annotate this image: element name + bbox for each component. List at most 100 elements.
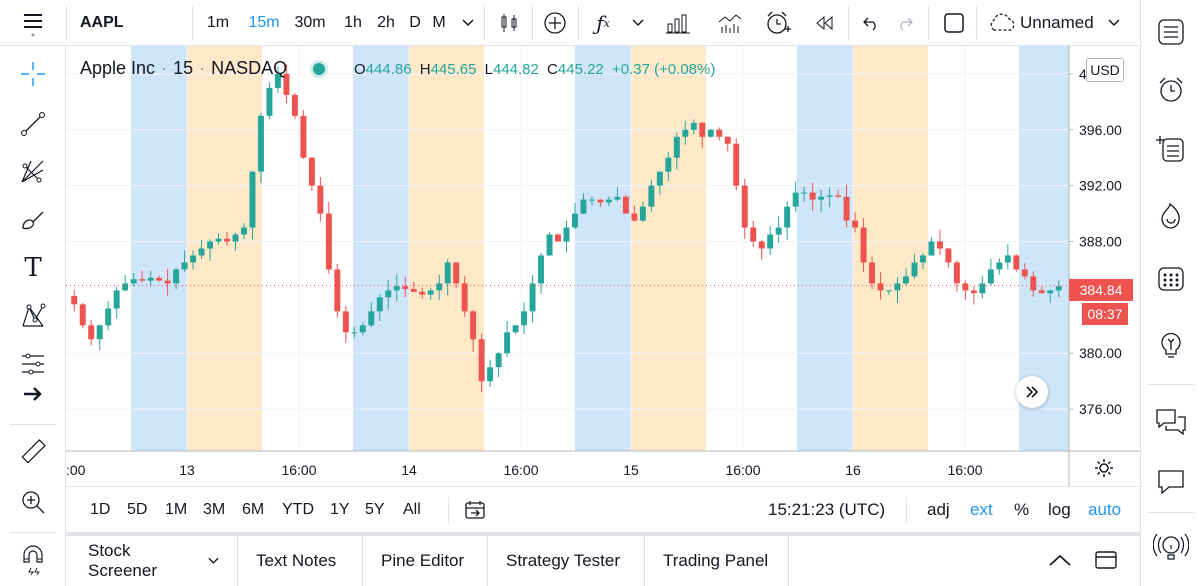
candle-body (622, 196, 629, 214)
financials-icon[interactable] (658, 0, 698, 46)
candle-body (529, 283, 536, 312)
right-widget-bar (1140, 0, 1200, 586)
watchlist-icon[interactable] (1145, 6, 1197, 58)
legend-symbol-name[interactable]: Apple Inc (80, 58, 156, 78)
collapse-panel-chevron-up-icon[interactable] (1048, 550, 1072, 570)
calendar-icon[interactable] (1145, 252, 1197, 304)
double-chevron-right-icon (1026, 386, 1039, 398)
candle-body (894, 283, 901, 291)
symbol-search[interactable]: AAPL (80, 14, 124, 31)
range-3m[interactable]: 3M (203, 501, 226, 518)
hotlists-flame-icon[interactable] (1145, 190, 1197, 242)
trend-line-icon[interactable] (8, 102, 58, 146)
layout-dropdown-icon[interactable] (1104, 0, 1124, 46)
chart-settings-gear-icon[interactable] (1092, 456, 1116, 480)
goto-date-icon[interactable] (464, 487, 486, 533)
adj-toggle[interactable]: adj (927, 500, 950, 519)
text-tool-icon[interactable]: T (24, 253, 42, 283)
chart-pane[interactable]: 400.00396.00392.00388.00380.00376.00:001… (66, 46, 1140, 486)
interval-1h[interactable]: 1h (344, 14, 362, 31)
range-1m[interactable]: 1M (165, 501, 188, 518)
market-status-dot-icon[interactable] (313, 62, 326, 75)
candle-body (376, 297, 383, 312)
candle-body (572, 213, 578, 228)
log-toggle[interactable]: log (1048, 500, 1071, 519)
magnet-icon[interactable] (8, 538, 58, 582)
indicators-dropdown-icon[interactable] (628, 0, 648, 46)
candle-body (521, 311, 528, 326)
range-5y[interactable]: 5Y (365, 501, 385, 518)
menu-icon[interactable] (0, 0, 66, 46)
tab-pine-editor[interactable]: Pine Editor (363, 536, 488, 586)
candle-body (682, 129, 689, 137)
templates-icon[interactable] (710, 0, 750, 46)
interval-15m[interactable]: 15m (248, 14, 280, 31)
compare-add-icon[interactable] (538, 0, 572, 46)
zoom-in-icon[interactable] (8, 480, 58, 524)
open-label: O (354, 61, 366, 78)
auto-toggle[interactable]: auto (1088, 500, 1122, 519)
candle-body (936, 241, 943, 249)
candle-body (869, 262, 876, 284)
range-ytd[interactable]: YTD (282, 501, 314, 518)
candle-body (266, 87, 273, 116)
help-broadcast-icon[interactable] (1145, 522, 1197, 574)
price-chart[interactable]: 400.00396.00392.00388.00380.00376.00:001… (66, 46, 1140, 486)
candle-body (758, 241, 765, 249)
prediction-measure-icon[interactable] (8, 342, 58, 386)
currency-button[interactable]: USD (1086, 58, 1124, 82)
time-axis-label: 13 (179, 462, 195, 478)
chats-icon[interactable] (1145, 396, 1197, 448)
time-axis-label: 16:00 (725, 462, 760, 478)
messages-icon[interactable] (1145, 456, 1197, 508)
premarket-band (131, 46, 187, 451)
tab-stock-screener[interactable]: Stock Screener (70, 536, 238, 586)
tab-text-notes[interactable]: Text Notes (238, 536, 363, 586)
interval-30m[interactable]: 30m (294, 14, 326, 31)
percent-toggle[interactable]: % (1014, 500, 1030, 519)
range-6m[interactable]: 6M (242, 501, 265, 518)
ideas-lightbulb-icon[interactable] (1145, 318, 1197, 370)
crosshair-icon[interactable] (8, 52, 58, 96)
fullscreen-icon[interactable] (938, 0, 970, 46)
data-window-icon[interactable] (1145, 122, 1197, 174)
candle-body (308, 157, 315, 186)
candle-body (563, 227, 570, 242)
interval-M[interactable]: M (432, 14, 446, 31)
interval-1m[interactable]: 1m (206, 14, 230, 31)
interval-D[interactable]: D (409, 14, 421, 31)
undo-icon[interactable] (856, 0, 886, 46)
ruler-measure-icon[interactable] (8, 430, 58, 474)
postmarket-band (631, 46, 706, 451)
tab-trading-panel[interactable]: Trading Panel (645, 536, 789, 586)
arrow-icon[interactable] (8, 372, 58, 416)
scroll-to-realtime-button[interactable] (1016, 376, 1048, 408)
gann-fib-tools-icon[interactable] (8, 150, 58, 194)
interval-2h[interactable]: 2h (377, 14, 395, 31)
interval-dropdown-icon[interactable] (458, 0, 478, 46)
screener-dropdown-icon[interactable] (208, 557, 219, 565)
redo-icon[interactable] (890, 0, 920, 46)
candle-body (368, 311, 375, 326)
candle-body (597, 199, 604, 203)
replay-icon[interactable] (806, 0, 842, 46)
alerts-clock-icon[interactable] (1145, 64, 1197, 116)
range-1y[interactable]: 1Y (330, 501, 350, 518)
cloud-save-icon[interactable] (984, 0, 1020, 46)
brush-icon[interactable] (8, 198, 58, 242)
alert-clock-icon[interactable] (758, 0, 798, 46)
layout-name[interactable]: Unnamed (1020, 13, 1094, 32)
bottom-toolbar: 1D 5D 1M 3M 6M YTD 1Y 5Y All 15:21:23 (UTC) adj … (66, 486, 1140, 532)
utc-clock[interactable]: 15:21:23 (UTC) (768, 500, 886, 519)
time-axis-label: 15 (623, 462, 639, 478)
range-5d[interactable]: 5D (127, 501, 148, 518)
ext-toggle[interactable]: ext (970, 500, 993, 519)
candle-body (419, 291, 426, 295)
range-all[interactable]: All (403, 501, 421, 518)
candles-chart-type-icon[interactable] (492, 0, 526, 46)
maximize-panel-icon[interactable] (1094, 549, 1118, 571)
range-1d[interactable]: 1D (90, 501, 111, 518)
patterns-icon[interactable] (8, 294, 58, 338)
tab-strategy-tester[interactable]: Strategy Tester (488, 536, 645, 586)
